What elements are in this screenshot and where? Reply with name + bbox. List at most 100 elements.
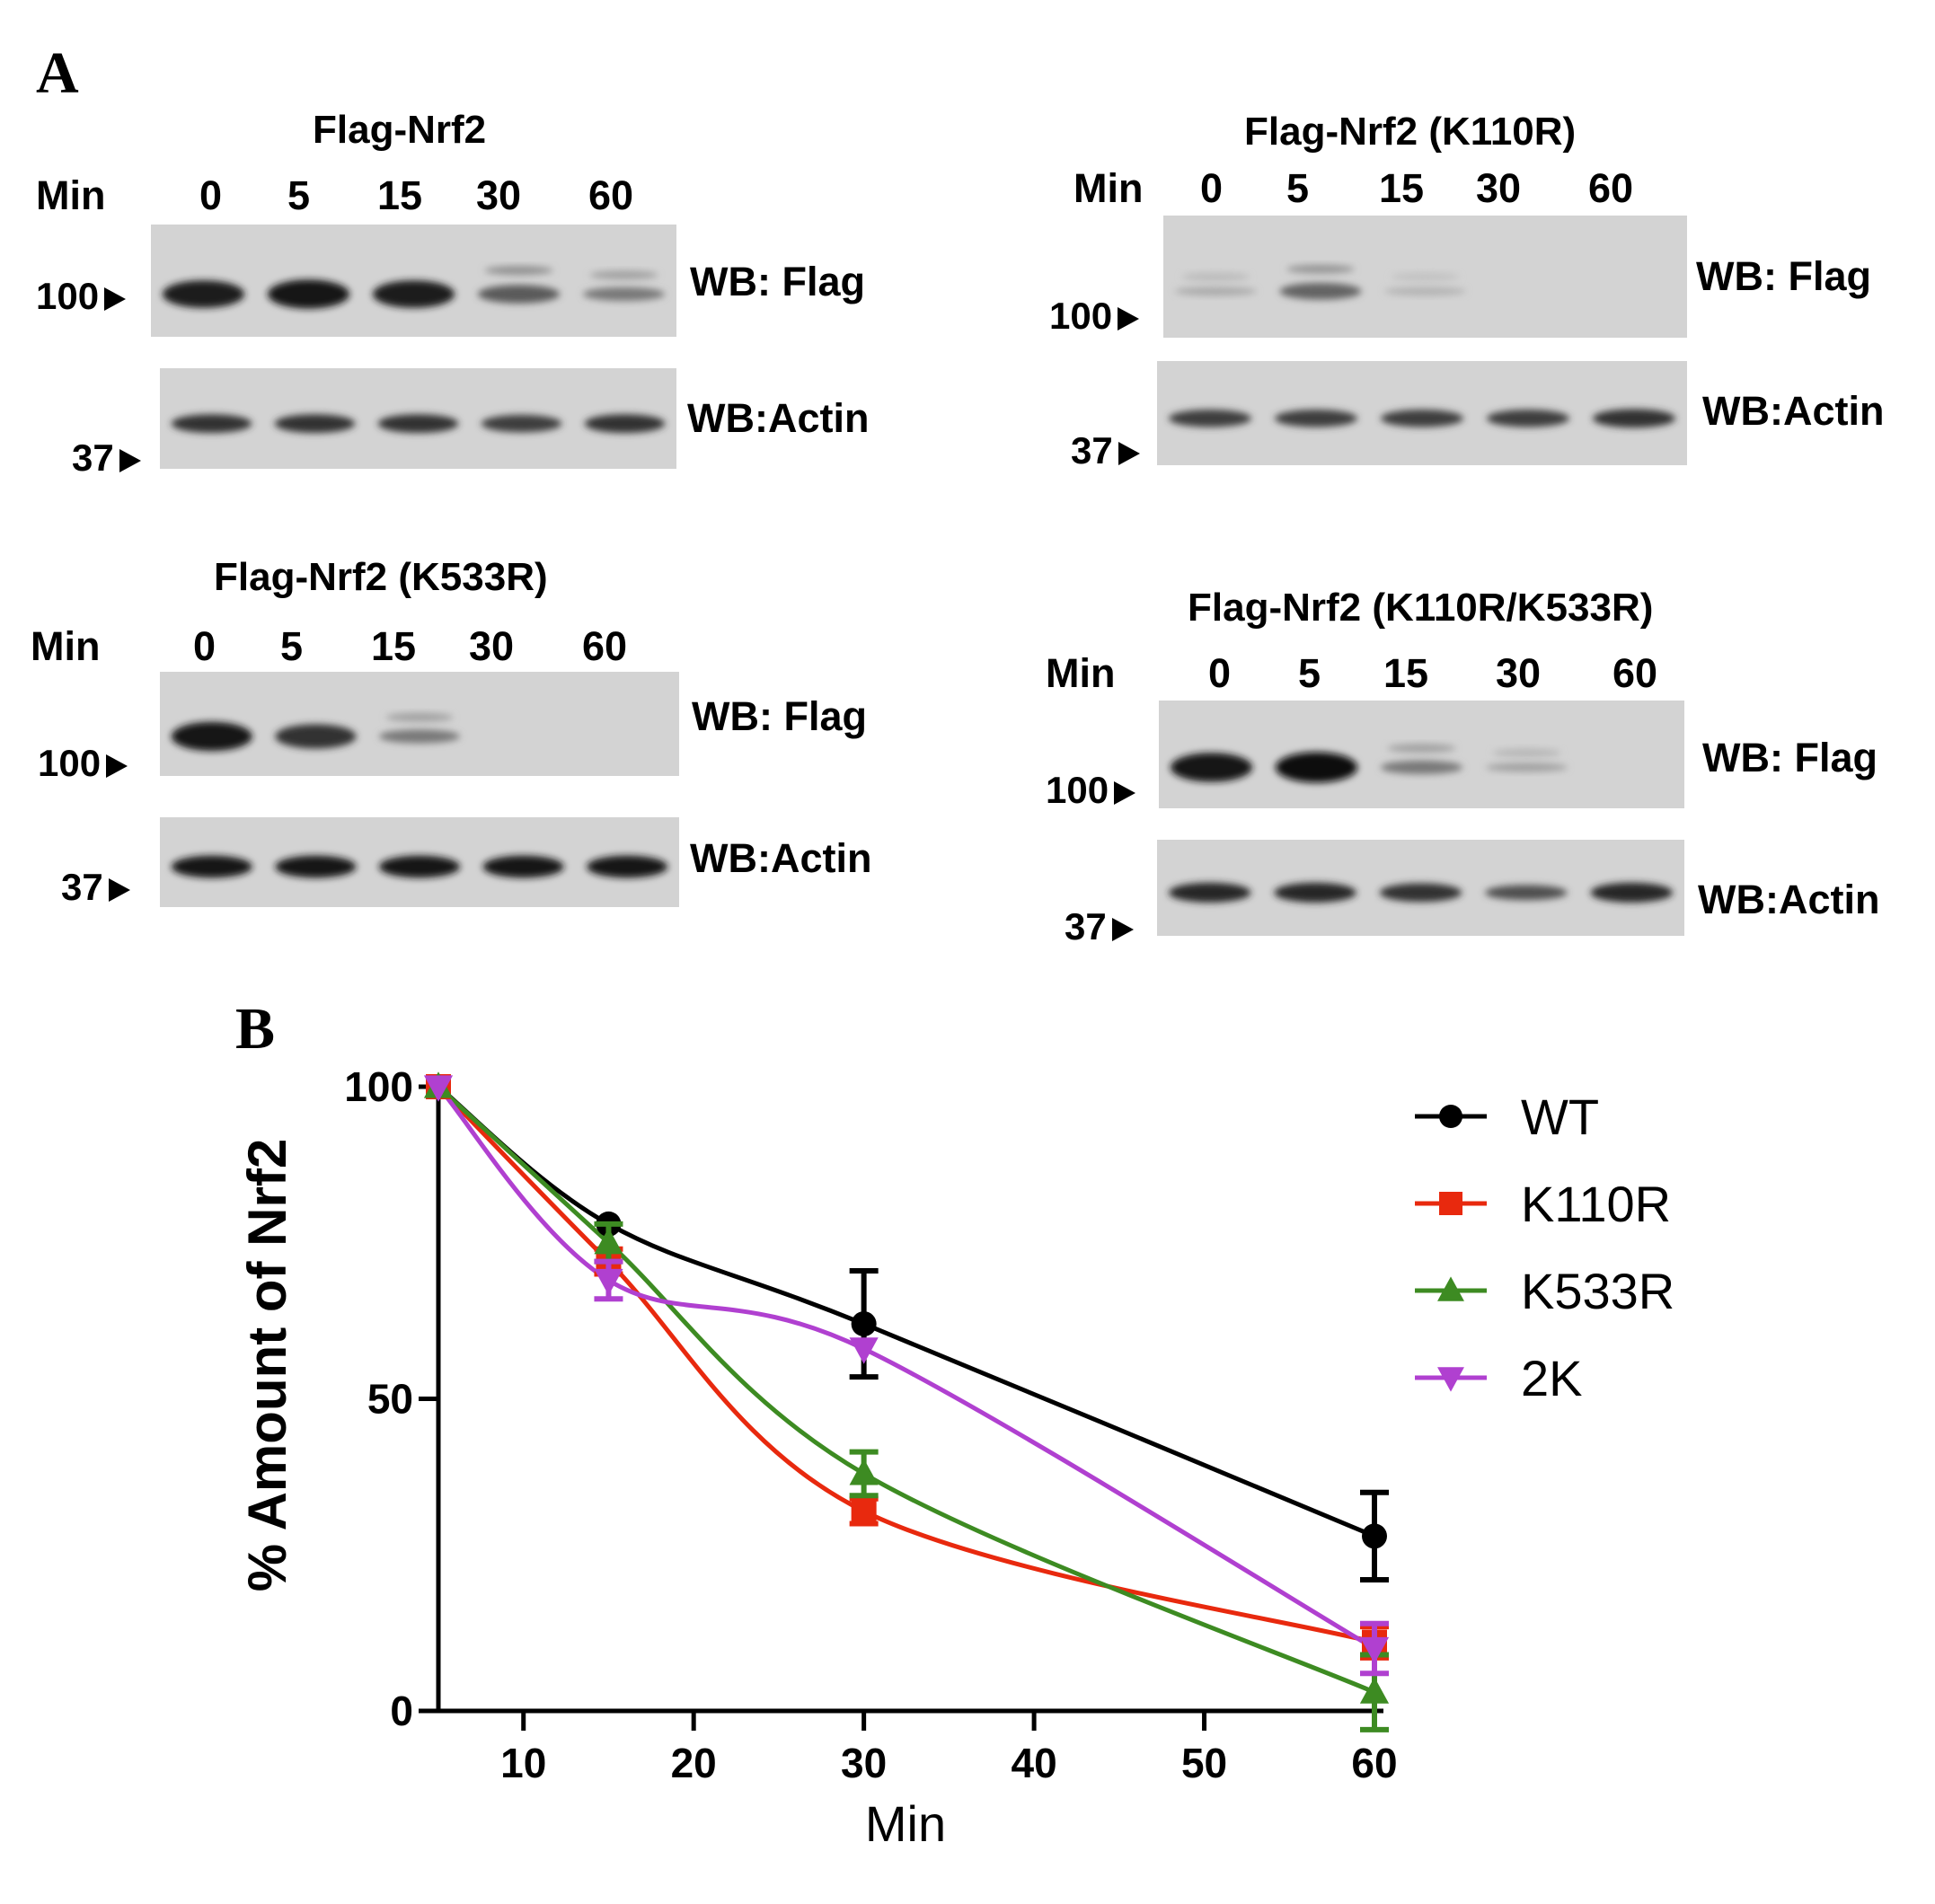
blot-band-upper <box>1492 748 1561 758</box>
marker-100: 100 <box>36 275 127 318</box>
blot-band <box>1590 882 1674 903</box>
marker-37: 37 <box>1065 905 1134 948</box>
lane-label: 30 <box>469 623 515 669</box>
min-label: Min <box>31 623 101 669</box>
data-point-2k <box>849 1337 879 1364</box>
blot-title: Flag-Nrf2 (K533R) <box>214 555 548 599</box>
blot-band <box>1379 883 1462 903</box>
marker-arrow-icon <box>1118 441 1140 465</box>
legend-marker <box>1437 1367 1464 1392</box>
legend-marker <box>1439 1105 1462 1128</box>
blot-band <box>1168 410 1252 428</box>
data-point-2k <box>1359 1636 1390 1664</box>
blot-background <box>160 672 679 776</box>
marker-arrow-icon <box>106 754 128 778</box>
blot-band <box>1485 762 1568 772</box>
blot-band-upper <box>589 270 658 280</box>
marker-37: 37 <box>72 436 141 480</box>
blot-band <box>267 279 350 309</box>
lane-label: 60 <box>1612 650 1658 696</box>
series-curve-k533r <box>437 1085 1375 1695</box>
blot-band <box>584 414 666 433</box>
blot-band <box>162 280 245 308</box>
marker-value: 37 <box>72 436 114 479</box>
lane-label: 0 <box>193 623 216 669</box>
data-point-k533r <box>849 1459 879 1485</box>
x-tick-label: 30 <box>841 1740 887 1786</box>
wb-flag-label: WB: Flag <box>692 693 867 739</box>
blot-title: Flag-Nrf2 (K110R) <box>1244 110 1577 154</box>
marker-value: 37 <box>1065 905 1107 948</box>
marker-100: 100 <box>38 742 128 785</box>
marker-value: 37 <box>61 866 103 908</box>
flag-blot-image <box>160 672 679 776</box>
blot-band <box>1275 752 1358 783</box>
blot-band <box>1168 882 1251 903</box>
legend-label: 2K <box>1521 1350 1583 1406</box>
y-tick-label: 50 <box>367 1376 413 1423</box>
min-label: Min <box>36 172 106 218</box>
blot-band <box>171 721 252 752</box>
blot-band-upper <box>1286 264 1355 274</box>
marker-value: 100 <box>1046 769 1109 811</box>
wb-flag-label: WB: Flag <box>1702 735 1878 780</box>
x-tick-label: 50 <box>1181 1740 1227 1786</box>
data-point-wt <box>851 1311 877 1337</box>
lane-label: 15 <box>371 623 417 669</box>
marker-value: 100 <box>36 275 100 317</box>
blot-band <box>275 855 357 878</box>
wb-actin-label: WB:Actin <box>690 835 872 881</box>
x-tick-label: 20 <box>671 1740 717 1786</box>
y-tick-label: 100 <box>344 1063 413 1110</box>
wb-flag-label: WB: Flag <box>1696 253 1871 299</box>
flag-blot-image <box>151 225 676 337</box>
wb-actin-label: WB:Actin <box>1698 877 1880 922</box>
blot-band <box>378 729 461 744</box>
blot-band <box>171 855 252 878</box>
blot-band <box>1592 409 1676 428</box>
blot-band-upper <box>1391 272 1460 282</box>
lane-label: 15 <box>377 172 423 218</box>
data-point-k533r <box>594 1227 623 1255</box>
data-point-2k <box>423 1075 454 1102</box>
actin-blot-image <box>1157 361 1687 465</box>
data-point-wt <box>1362 1523 1387 1549</box>
y-tick-label: 0 <box>390 1688 413 1734</box>
blot-band <box>377 414 459 433</box>
blot-title: Flag-Nrf2 (K110R/K533R) <box>1188 586 1654 630</box>
data-point-k533r <box>1359 1677 1390 1704</box>
marker-arrow-icon <box>119 448 141 472</box>
lane-label: 5 <box>1286 165 1310 211</box>
marker-37: 37 <box>1071 429 1140 472</box>
lane-label: 5 <box>1298 650 1321 696</box>
actin-blot-image <box>160 817 679 907</box>
lane-label: 0 <box>199 172 223 218</box>
blot-band <box>481 414 562 433</box>
data-point-2k <box>594 1268 623 1296</box>
marker-arrow-icon <box>108 877 130 902</box>
wb-actin-label: WB:Actin <box>1702 388 1885 434</box>
marker-arrow-icon <box>1118 306 1140 331</box>
lane-label: 60 <box>1588 165 1634 211</box>
x-tick-label: 10 <box>500 1740 546 1786</box>
series-curve-2k <box>437 1085 1376 1651</box>
blot-band <box>587 855 668 878</box>
lane-label: 5 <box>287 172 311 218</box>
blot-title: Flag-Nrf2 <box>313 108 487 152</box>
marker-arrow-icon <box>1111 917 1134 941</box>
blot-band <box>482 855 564 878</box>
blot-band <box>171 414 252 433</box>
lane-label: 30 <box>1496 650 1542 696</box>
x-tick-label: 40 <box>1012 1740 1057 1786</box>
blot-band <box>1174 286 1257 296</box>
actin-blot-image <box>1157 840 1684 936</box>
marker-value: 100 <box>1049 295 1113 337</box>
x-tick-label: 60 <box>1351 1740 1397 1786</box>
y-axis-label: % Amount of Nrf2 <box>237 1139 297 1591</box>
lane-label: 5 <box>280 623 304 669</box>
blot-band-upper <box>385 712 454 722</box>
lane-label: 30 <box>476 172 522 218</box>
blot-band <box>1486 410 1570 428</box>
